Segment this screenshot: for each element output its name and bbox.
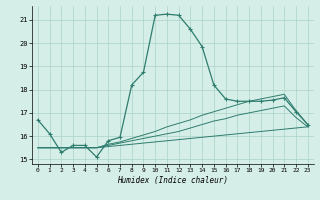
X-axis label: Humidex (Indice chaleur): Humidex (Indice chaleur) xyxy=(117,176,228,185)
